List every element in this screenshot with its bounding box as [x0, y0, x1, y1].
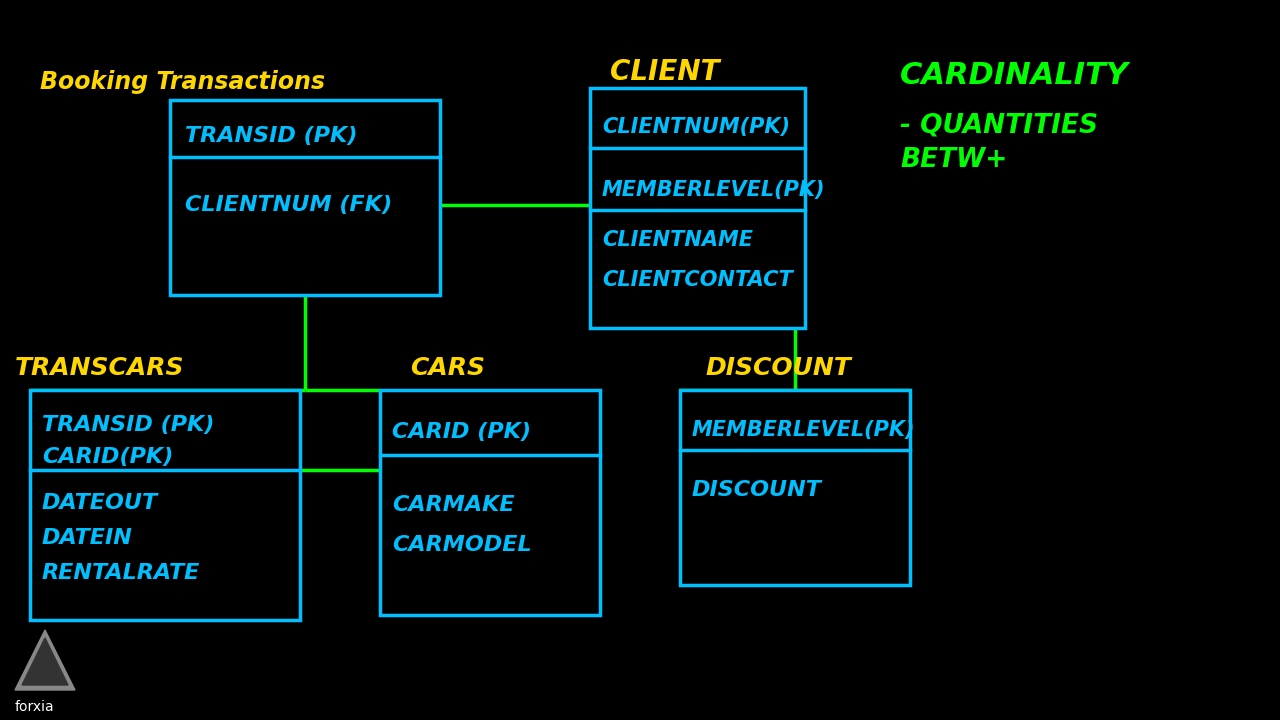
- Text: DISCOUNT: DISCOUNT: [692, 480, 822, 500]
- Text: CARMODEL: CARMODEL: [392, 535, 531, 555]
- Text: DATEIN: DATEIN: [42, 528, 133, 548]
- Text: MEMBERLEVEL(PK): MEMBERLEVEL(PK): [602, 180, 826, 200]
- Bar: [590, 88, 805, 328]
- Polygon shape: [22, 638, 68, 685]
- Bar: [380, 390, 600, 615]
- Text: CLIENTNUM(PK): CLIENTNUM(PK): [602, 117, 790, 137]
- Text: RENTALRATE: RENTALRATE: [42, 563, 201, 583]
- Text: TRANSID (PK): TRANSID (PK): [186, 126, 357, 146]
- Bar: [29, 390, 300, 620]
- Text: MEMBERLEVEL(PK): MEMBERLEVEL(PK): [692, 420, 915, 440]
- Text: CARDINALITY: CARDINALITY: [900, 60, 1129, 89]
- Text: CARID (PK): CARID (PK): [392, 422, 531, 442]
- Text: TRANSCARS: TRANSCARS: [15, 356, 184, 380]
- Text: Booking Transactions: Booking Transactions: [40, 70, 325, 94]
- Text: BETW+: BETW+: [900, 147, 1007, 173]
- Text: CARID(PK): CARID(PK): [42, 447, 173, 467]
- Text: DATEOUT: DATEOUT: [42, 493, 159, 513]
- Polygon shape: [15, 630, 76, 690]
- Text: CLIENTCONTACT: CLIENTCONTACT: [602, 270, 792, 290]
- Text: CLIENTNAME: CLIENTNAME: [602, 230, 753, 250]
- Text: CLIENT: CLIENT: [611, 58, 719, 86]
- Text: DISCOUNT: DISCOUNT: [705, 356, 851, 380]
- Bar: [680, 390, 910, 585]
- Text: - QUANTITIES: - QUANTITIES: [900, 112, 1098, 138]
- Text: forxia: forxia: [15, 700, 55, 714]
- Text: CLIENTNUM (FK): CLIENTNUM (FK): [186, 195, 392, 215]
- Bar: [170, 100, 440, 295]
- Text: TRANSID (PK): TRANSID (PK): [42, 415, 214, 435]
- Text: CARS: CARS: [410, 356, 485, 380]
- Text: CARMAKE: CARMAKE: [392, 495, 515, 515]
